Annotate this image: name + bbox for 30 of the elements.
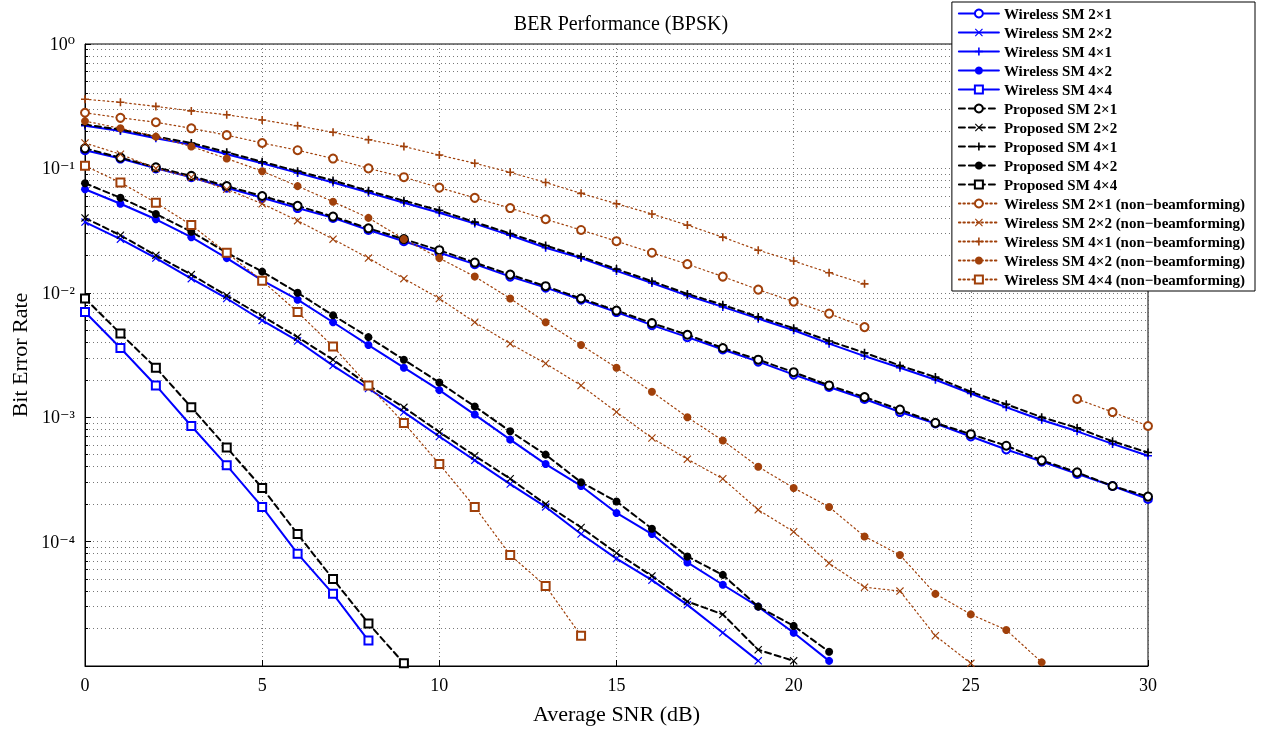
legend-label: Wireless SM 4×2 xyxy=(1003,62,1112,79)
legend-label: Wireless SM 4×1 (non−beamforming) xyxy=(1003,233,1246,251)
x-tick-label: 20 xyxy=(784,675,803,695)
x-tick-label: 25 xyxy=(961,675,980,695)
legend-label: Wireless SM 2×1 (non−beamforming) xyxy=(1003,195,1246,213)
x-tick-label: 0 xyxy=(80,675,90,695)
legend-label: Proposed SM 4×1 xyxy=(1003,138,1118,155)
y-tick-label: 10⁻⁴ xyxy=(41,531,75,552)
y-tick-label: 10⁰ xyxy=(49,34,75,54)
x-tick-label: 30 xyxy=(1139,675,1157,695)
x-tick-label: 15 xyxy=(607,675,626,695)
x-tick-label: 10 xyxy=(430,675,449,695)
legend-label: Wireless SM 2×2 (non−beamforming) xyxy=(1003,214,1246,232)
x-tick-label: 5 xyxy=(257,675,267,695)
legend-label: Proposed SM 2×2 xyxy=(1003,119,1118,136)
legend-label: Wireless SM 4×4 xyxy=(1003,81,1113,98)
legend-label: Proposed SM 2×1 xyxy=(1003,100,1118,117)
legend-label: Wireless SM 4×4 (non−beamforming) xyxy=(1003,271,1246,289)
chart-title: BER Performance (BPSK) xyxy=(513,12,729,35)
y-tick-label: 10⁻³ xyxy=(42,407,76,428)
legend-label: Wireless SM 4×1 xyxy=(1003,43,1112,60)
legend-label: Proposed SM 4×2 xyxy=(1003,157,1118,174)
legend-label: Wireless SM 2×2 xyxy=(1003,24,1112,41)
legend-label: Wireless SM 2×1 xyxy=(1003,5,1112,22)
x-axis-title: Average SNR (dB) xyxy=(533,700,700,726)
y-tick-label: 10⁻² xyxy=(42,282,75,303)
y-axis-title: Bit Error Rate xyxy=(6,292,32,418)
y-tick-label: 10⁻¹ xyxy=(42,158,75,179)
legend-label: Wireless SM 4×2 (non−beamforming) xyxy=(1003,252,1246,270)
legend-label: Proposed SM 4×4 xyxy=(1003,176,1118,193)
